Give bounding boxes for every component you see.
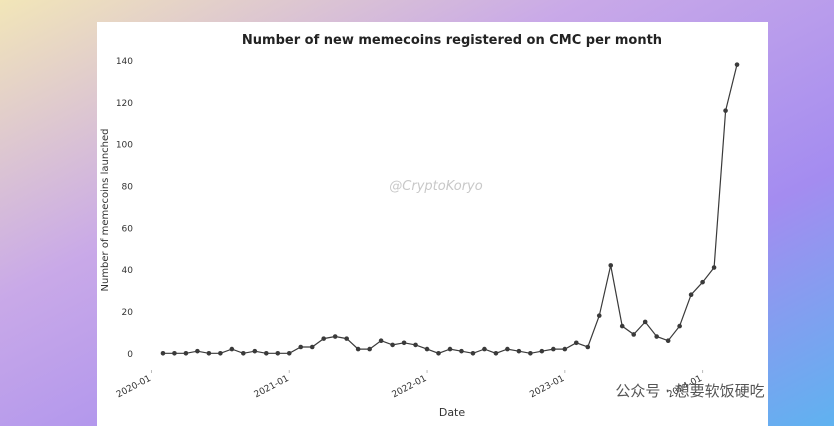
- point: [436, 350, 441, 356]
- point: [355, 346, 361, 352]
- point: [344, 336, 349, 341]
- point: [413, 342, 418, 348]
- point: [459, 348, 464, 354]
- card: [97, 22, 768, 426]
- point: [585, 344, 591, 350]
- point: [229, 346, 235, 352]
- point: [734, 62, 740, 67]
- point: [482, 346, 487, 352]
- y-tick-label: 120: [116, 99, 133, 109]
- point: [619, 323, 625, 329]
- point: [539, 348, 545, 354]
- y-tick-label: 40: [122, 266, 134, 276]
- point: [298, 344, 304, 350]
- point: [206, 350, 212, 356]
- point: [241, 350, 246, 356]
- point: [723, 108, 728, 113]
- point: [711, 265, 717, 270]
- point: [551, 346, 556, 352]
- point: [642, 319, 648, 325]
- point: [596, 313, 602, 318]
- chart-title: Number of new memecoins registered on CM…: [242, 33, 662, 48]
- point: [608, 263, 614, 268]
- y-axis-label: Number of memecoins launched: [100, 129, 111, 292]
- point: [688, 292, 694, 298]
- point: [195, 348, 200, 354]
- point: [573, 340, 579, 346]
- y-tick-label: 140: [116, 57, 133, 67]
- point: [332, 334, 338, 339]
- point: [172, 350, 177, 356]
- point: [528, 350, 533, 356]
- y-tick-label: 100: [116, 141, 133, 151]
- point: [562, 346, 568, 352]
- point: [470, 350, 476, 356]
- point: [160, 350, 166, 356]
- point: [183, 350, 189, 356]
- point: [516, 348, 522, 354]
- point: [263, 350, 269, 356]
- annotation: @CryptoKoryo: [389, 179, 482, 194]
- point: [654, 334, 659, 339]
- point: [677, 323, 682, 329]
- point: [700, 279, 705, 285]
- point: [321, 336, 327, 341]
- point: [252, 348, 258, 354]
- point: [390, 342, 395, 348]
- y-tick-label: 60: [122, 224, 134, 234]
- point: [367, 346, 372, 352]
- point: [286, 350, 292, 356]
- y-tick-label: 80: [122, 182, 134, 192]
- point: [505, 346, 510, 352]
- y-tick-label: 0: [127, 350, 133, 360]
- watermark: 公众号 · 想要软饭硬吃: [615, 382, 764, 400]
- point: [378, 338, 384, 344]
- point: [218, 350, 223, 356]
- y-tick-label: 20: [122, 308, 134, 318]
- point: [631, 332, 637, 337]
- point: [275, 350, 281, 356]
- point: [447, 346, 453, 352]
- point: [665, 338, 671, 344]
- point: [309, 344, 315, 350]
- point: [424, 346, 430, 352]
- point: [493, 350, 499, 356]
- x-axis-label: Date: [439, 406, 466, 419]
- point: [401, 340, 407, 346]
